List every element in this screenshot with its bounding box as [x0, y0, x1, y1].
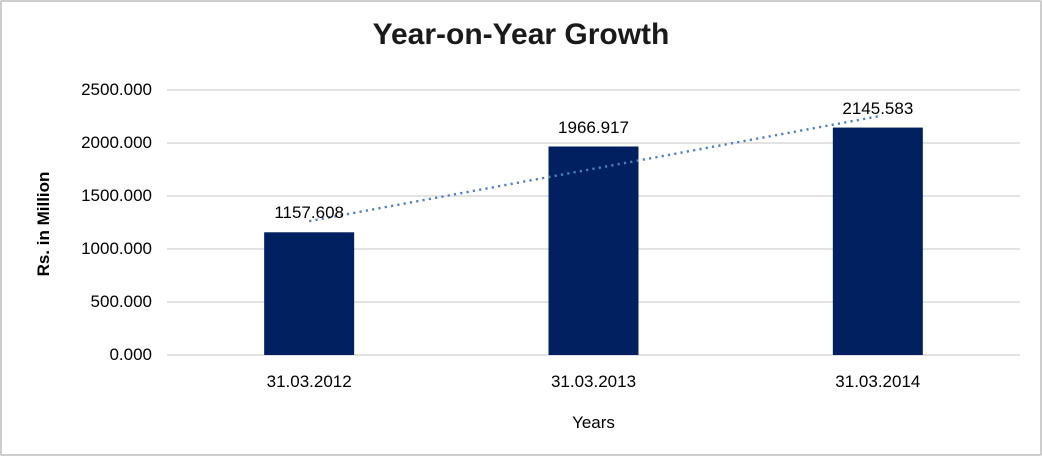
x-category-label: 31.03.2013 [550, 372, 637, 391]
bar [548, 146, 639, 355]
x-category-label: 31.03.2014 [835, 372, 921, 391]
y-tick-label: 1000.000 [81, 239, 152, 258]
y-tick-label: 2000.000 [81, 133, 152, 152]
chart-title: Year-on-Year Growth [372, 18, 670, 51]
bar [832, 127, 923, 355]
bar-data-label: 2145.583 [842, 98, 914, 118]
x-category-label: 31.03.2012 [266, 372, 352, 391]
y-tick-label: 1500.000 [81, 186, 152, 205]
y-tick-label: 2500.000 [81, 80, 152, 99]
x-axis-title: Years [572, 413, 615, 432]
y-tick-label: 500.000 [90, 292, 152, 311]
bar [264, 232, 355, 355]
bar-data-label: 1966.917 [558, 117, 629, 137]
bar-data-label: 1157.608 [274, 203, 344, 223]
trendline [308, 115, 879, 223]
y-tick-label: 0.000 [109, 345, 152, 364]
